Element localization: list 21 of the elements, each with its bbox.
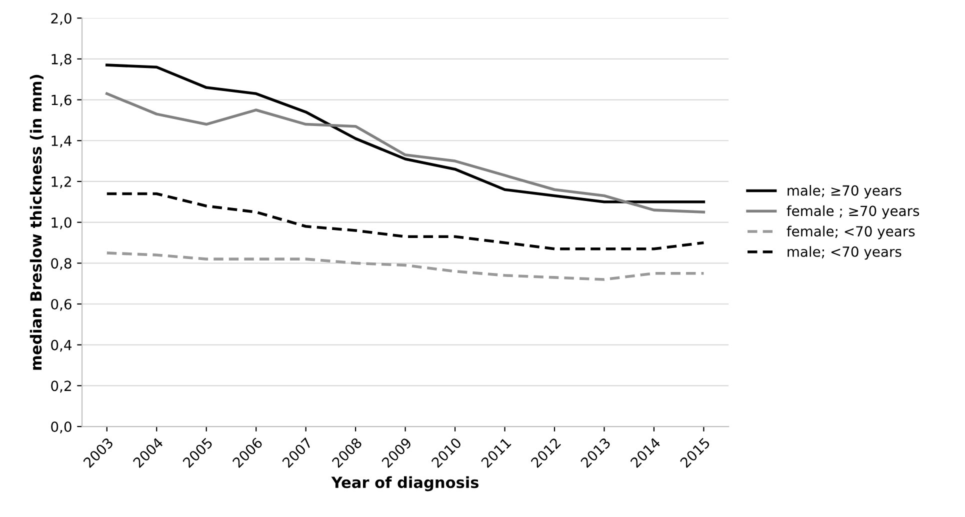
line-series — [106, 92, 706, 214]
y-tick-label: 2,0 — [51, 13, 72, 25]
y-tick-label: 0,6 — [51, 298, 72, 311]
x-axis-title: Year of diagnosis — [331, 476, 479, 492]
y-axis-title: median Breslow thickness (in mm) — [30, 74, 44, 370]
legend-label: male; <70 years — [788, 246, 902, 260]
y-tick-label: 0,0 — [51, 421, 72, 434]
y-tick-label: 0,4 — [51, 340, 72, 352]
legend-label: male; ≥70 years — [788, 185, 902, 198]
y-tick-label: 0,2 — [51, 380, 71, 393]
legend-label: female; <70 years — [786, 226, 915, 240]
y-tick-label: 1,4 — [52, 136, 72, 148]
line-series — [106, 192, 706, 250]
y-tick-label: 1,8 — [52, 54, 72, 66]
legend-label: female ; ≥70 years — [786, 205, 920, 219]
line-series — [106, 64, 706, 204]
y-tick-label: 1,6 — [52, 94, 72, 107]
line-series — [106, 252, 706, 281]
y-tick-label: 1,2 — [52, 176, 71, 188]
y-tick-label: 0,8 — [51, 258, 72, 270]
y-tick-label: 1,0 — [52, 217, 72, 230]
